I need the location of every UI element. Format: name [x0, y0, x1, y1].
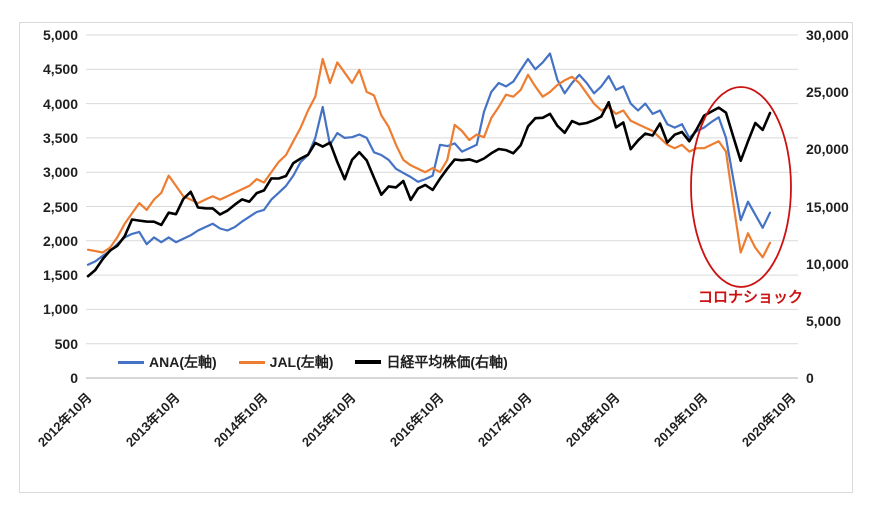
y-axis-left-tick-label: 4,500	[42, 61, 78, 77]
nikkei-series-line	[86, 100, 772, 278]
legend-label-nikkei: 日経平均株価(右軸)	[386, 354, 508, 370]
ana-line-swatch-icon	[118, 360, 144, 364]
legend-label-jal: JAL(左軸)	[269, 354, 334, 370]
chart-legend: ANA(左軸) JAL(左軸) 日経平均株価(右軸)	[118, 352, 508, 372]
y-axis-left-tick-label: 3,000	[42, 164, 78, 180]
y-axis-right-tick-label: 25,000	[806, 84, 849, 100]
y-axis-left-tick-label: 2,500	[42, 199, 78, 215]
y-axis-right-tick-label: 15,000	[806, 199, 849, 215]
nikkei-line-swatch-icon	[355, 360, 382, 364]
y-axis-right-tick-label: 30,000	[806, 27, 849, 43]
gridlines	[86, 34, 798, 379]
y-axis-left-tick-label: 2,000	[42, 233, 78, 249]
y-axis-left-tick-label: 1,000	[42, 301, 78, 317]
legend-item-jal: JAL(左軸)	[238, 352, 334, 372]
corona-shock-ellipse-annotation	[690, 86, 792, 288]
y-axis-left-tick-label: 3,500	[42, 130, 78, 146]
y-axis-left-tick-label: 500	[54, 336, 78, 352]
y-axis-right-tick-label: 5,000	[806, 313, 842, 329]
corona-shock-label: コロナショック	[698, 289, 804, 306]
y-axis-right-tick-label: 20,000	[806, 141, 849, 157]
y-axis-left-tick-label: 4,000	[42, 96, 78, 112]
y-axis-left-tick-label: 0	[70, 370, 78, 386]
y-axis-left-tick-label: 1,500	[42, 267, 78, 283]
series-lines	[86, 52, 772, 278]
ana-series-line	[86, 52, 772, 266]
legend-item-ana: ANA(左軸)	[118, 352, 217, 372]
jal-series-line	[86, 57, 772, 259]
y-axis-right-tick-label: 0	[806, 370, 814, 386]
chart-figure-border	[19, 22, 853, 493]
y-axis-right-tick-label: 10,000	[806, 256, 849, 272]
jal-line-swatch-icon	[238, 360, 265, 364]
y-axis-left-tick-label: 5,000	[42, 27, 78, 43]
legend-label-ana: ANA(左軸)	[149, 354, 217, 370]
legend-item-nikkei: 日経平均株価(右軸)	[355, 352, 508, 372]
